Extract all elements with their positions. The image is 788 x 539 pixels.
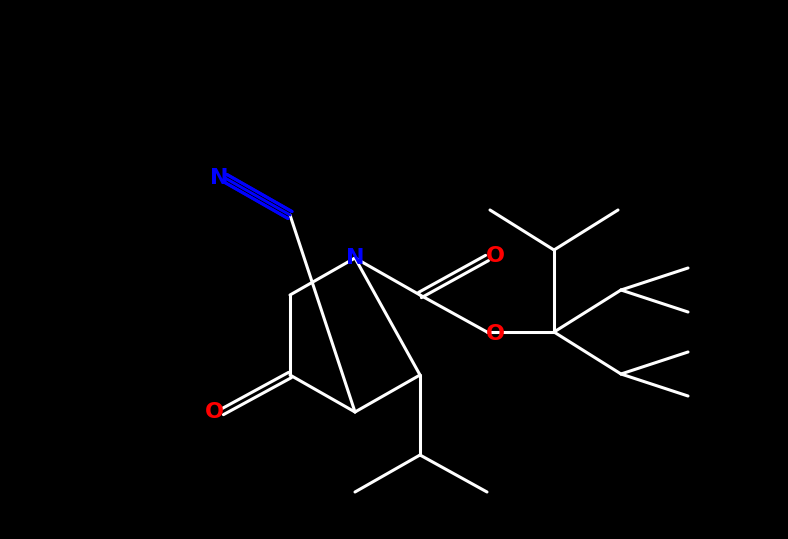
Text: N: N — [346, 248, 364, 268]
Text: O: O — [485, 246, 504, 266]
Text: O: O — [485, 324, 504, 344]
Text: N: N — [210, 168, 229, 188]
Text: O: O — [205, 402, 224, 422]
